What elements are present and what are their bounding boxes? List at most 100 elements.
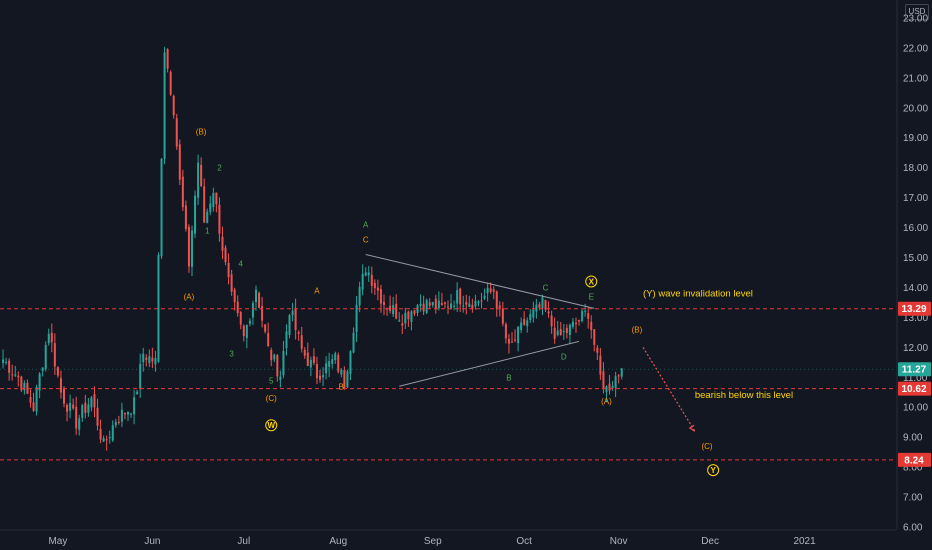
- candle-body: [322, 374, 325, 378]
- candle-body: [288, 315, 291, 335]
- candle-body: [130, 413, 133, 415]
- candle-body: [389, 305, 392, 311]
- level-badge-bg: [898, 301, 931, 316]
- wave-label: D: [561, 352, 567, 361]
- x-tick-label: Nov: [610, 536, 628, 547]
- x-tick-label: Oct: [516, 536, 532, 547]
- candle-body: [163, 52, 166, 159]
- candle-body: [370, 274, 373, 286]
- candle-body: [206, 211, 209, 224]
- candle-body: [459, 288, 462, 305]
- wave-label: 4: [239, 259, 244, 268]
- wave-label: C: [363, 236, 369, 245]
- candle-body: [242, 325, 245, 337]
- wave-label: (C): [266, 394, 277, 403]
- candle-body: [504, 324, 507, 339]
- last-price-badge: 11.27: [898, 362, 931, 377]
- y-tick-label: 6.00: [903, 523, 923, 534]
- wave-label: 2: [217, 164, 222, 173]
- candle-body: [376, 287, 379, 291]
- y-tick-label: 21.00: [903, 73, 928, 84]
- candle-body: [325, 363, 328, 374]
- candle-body: [215, 192, 218, 205]
- candle-body: [599, 355, 602, 375]
- candle-body: [63, 388, 65, 404]
- candle-body: [602, 371, 605, 389]
- candle-body: [303, 349, 306, 356]
- candle-body: [2, 359, 5, 364]
- candle-body: [523, 319, 526, 325]
- candle-body: [184, 205, 187, 230]
- candle-body: [517, 326, 520, 344]
- candle-body: [178, 144, 181, 180]
- candle-body: [361, 273, 364, 290]
- x-tick-label: May: [48, 536, 67, 547]
- candle-body: [139, 363, 142, 390]
- candle-body: [120, 409, 123, 422]
- candle-body: [358, 287, 361, 306]
- candle-body: [87, 404, 90, 413]
- candle-body: [5, 361, 8, 363]
- candle-body: [535, 304, 538, 312]
- candle-body: [59, 378, 62, 393]
- candle-body: [35, 387, 38, 412]
- candle-body: [447, 306, 449, 308]
- candle-body: [407, 311, 410, 320]
- candle-body: [474, 300, 477, 307]
- candle-body: [300, 335, 303, 349]
- candle-body: [495, 291, 498, 309]
- projection-arrow: [642, 347, 696, 432]
- wave-label: E: [589, 292, 594, 301]
- candle-body: [26, 382, 29, 394]
- candle-body: [312, 356, 315, 363]
- candle-body: [419, 303, 422, 306]
- candle-body: [349, 351, 352, 374]
- y-tick-label: 9.00: [903, 433, 923, 444]
- last-price-badge-text: 11.27: [902, 365, 927, 376]
- candle-body: [291, 310, 294, 316]
- candle-body: [181, 176, 184, 208]
- candle-body: [568, 324, 571, 336]
- x-tick-label: Dec: [701, 536, 719, 547]
- candle-body: [593, 329, 596, 345]
- candle-body: [175, 118, 178, 147]
- candle-body: [117, 421, 120, 423]
- candle-body: [245, 324, 248, 339]
- candle-body: [352, 332, 355, 353]
- candle-body: [32, 402, 35, 411]
- candle-body: [142, 353, 145, 363]
- candle-body: [14, 374, 17, 376]
- candle-body: [468, 303, 471, 307]
- candle-body: [337, 355, 340, 372]
- candle-body: [578, 319, 581, 322]
- candle-body: [404, 312, 407, 324]
- level-badge: 10.62: [898, 381, 931, 396]
- candle-body: [340, 369, 343, 375]
- candle-body: [157, 254, 160, 362]
- candle-body: [498, 305, 501, 308]
- candle-body: [471, 304, 474, 310]
- candle-body: [221, 236, 224, 251]
- candle-body: [17, 375, 20, 378]
- currency-button[interactable]: USD: [905, 4, 929, 20]
- wave-circle: [265, 419, 278, 432]
- candle-body: [194, 195, 197, 234]
- wave-label: B: [506, 373, 511, 382]
- candle-body: [571, 321, 574, 327]
- candle-body: [84, 402, 87, 413]
- candle-body: [218, 204, 221, 234]
- y-tick-label: 11.00: [903, 373, 928, 384]
- last-price-badge-bg: [898, 362, 931, 377]
- candle-body: [209, 203, 212, 212]
- wave-label: (A): [601, 397, 612, 406]
- wave-label: B: [339, 382, 344, 391]
- candle-body: [127, 411, 129, 415]
- candle-body: [297, 332, 300, 334]
- candle-body: [197, 162, 200, 198]
- candle-body: [78, 418, 81, 430]
- candle-body: [160, 158, 163, 257]
- candle-body: [398, 320, 401, 322]
- candle-body: [239, 311, 242, 325]
- candle-body: [47, 333, 50, 344]
